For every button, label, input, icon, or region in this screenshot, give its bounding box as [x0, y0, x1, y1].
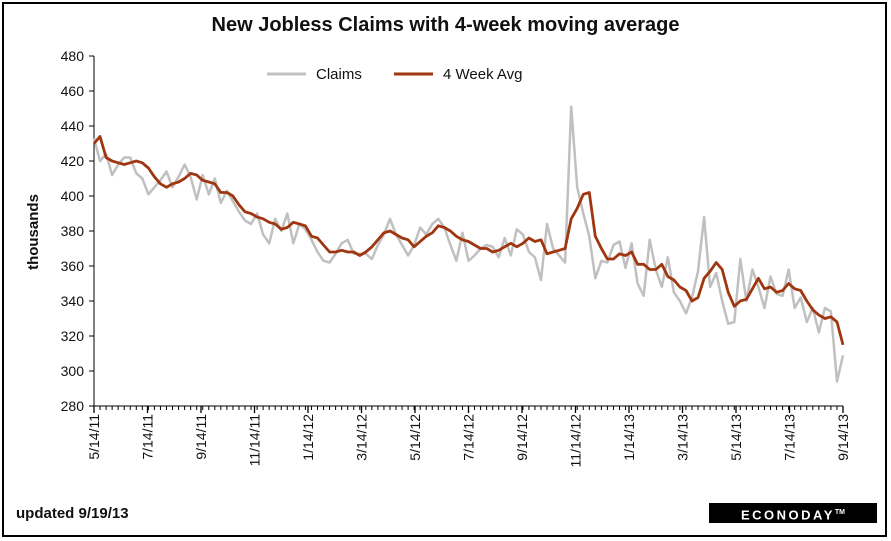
x-tick-label: 5/14/12	[407, 414, 423, 461]
y-tick-label: 440	[61, 118, 85, 134]
econoday-logo: ECONODAYTM	[709, 503, 877, 523]
y-tick-label: 300	[61, 363, 85, 379]
y-tick-label: 420	[61, 153, 85, 169]
y-tick-label: 480	[61, 48, 85, 64]
x-tick-label: 11/14/12	[568, 414, 584, 468]
y-axis-label: thousands	[25, 194, 42, 270]
legend-avg-label: 4 Week Avg	[443, 66, 523, 83]
x-tick-label: 5/14/11	[86, 414, 102, 460]
x-tick-label: 1/14/12	[300, 414, 316, 461]
y-tick-label: 280	[61, 398, 85, 414]
y-tick-label: 320	[61, 328, 85, 344]
x-tick-label: 3/14/13	[675, 414, 691, 461]
y-tick-label: 340	[61, 293, 85, 309]
x-tick-label: 7/14/11	[140, 414, 156, 460]
avg-line	[92, 135, 845, 346]
chart-title: New Jobless Claims with 4-week moving av…	[211, 14, 680, 36]
x-tick-label: 3/14/12	[354, 414, 370, 461]
plot-area: 280 300 320 340 360 380 400 420 440 460 480 5/14/11…	[61, 48, 851, 467]
y-tick-label: 460	[61, 83, 85, 99]
claims-line	[92, 105, 845, 383]
x-tick-label: 7/14/12	[461, 414, 477, 461]
x-tick-label: 9/14/13	[835, 414, 851, 461]
x-tick-label: 9/14/11	[193, 414, 209, 460]
x-tick-label: 1/14/13	[621, 414, 637, 461]
y-tick-label: 360	[61, 258, 85, 274]
x-tick-label: 11/14/11	[247, 414, 263, 467]
legend: Claims 4 Week Avg	[267, 66, 523, 83]
x-tick-label: 7/14/13	[782, 414, 798, 461]
y-tick-label: 380	[61, 223, 85, 239]
x-tick-label: 9/14/12	[514, 414, 530, 461]
updated-note: updated 9/19/13	[16, 505, 129, 522]
y-tick-label: 400	[61, 188, 85, 204]
legend-claims-label: Claims	[316, 66, 362, 83]
x-tick-label: 5/14/13	[728, 414, 744, 461]
